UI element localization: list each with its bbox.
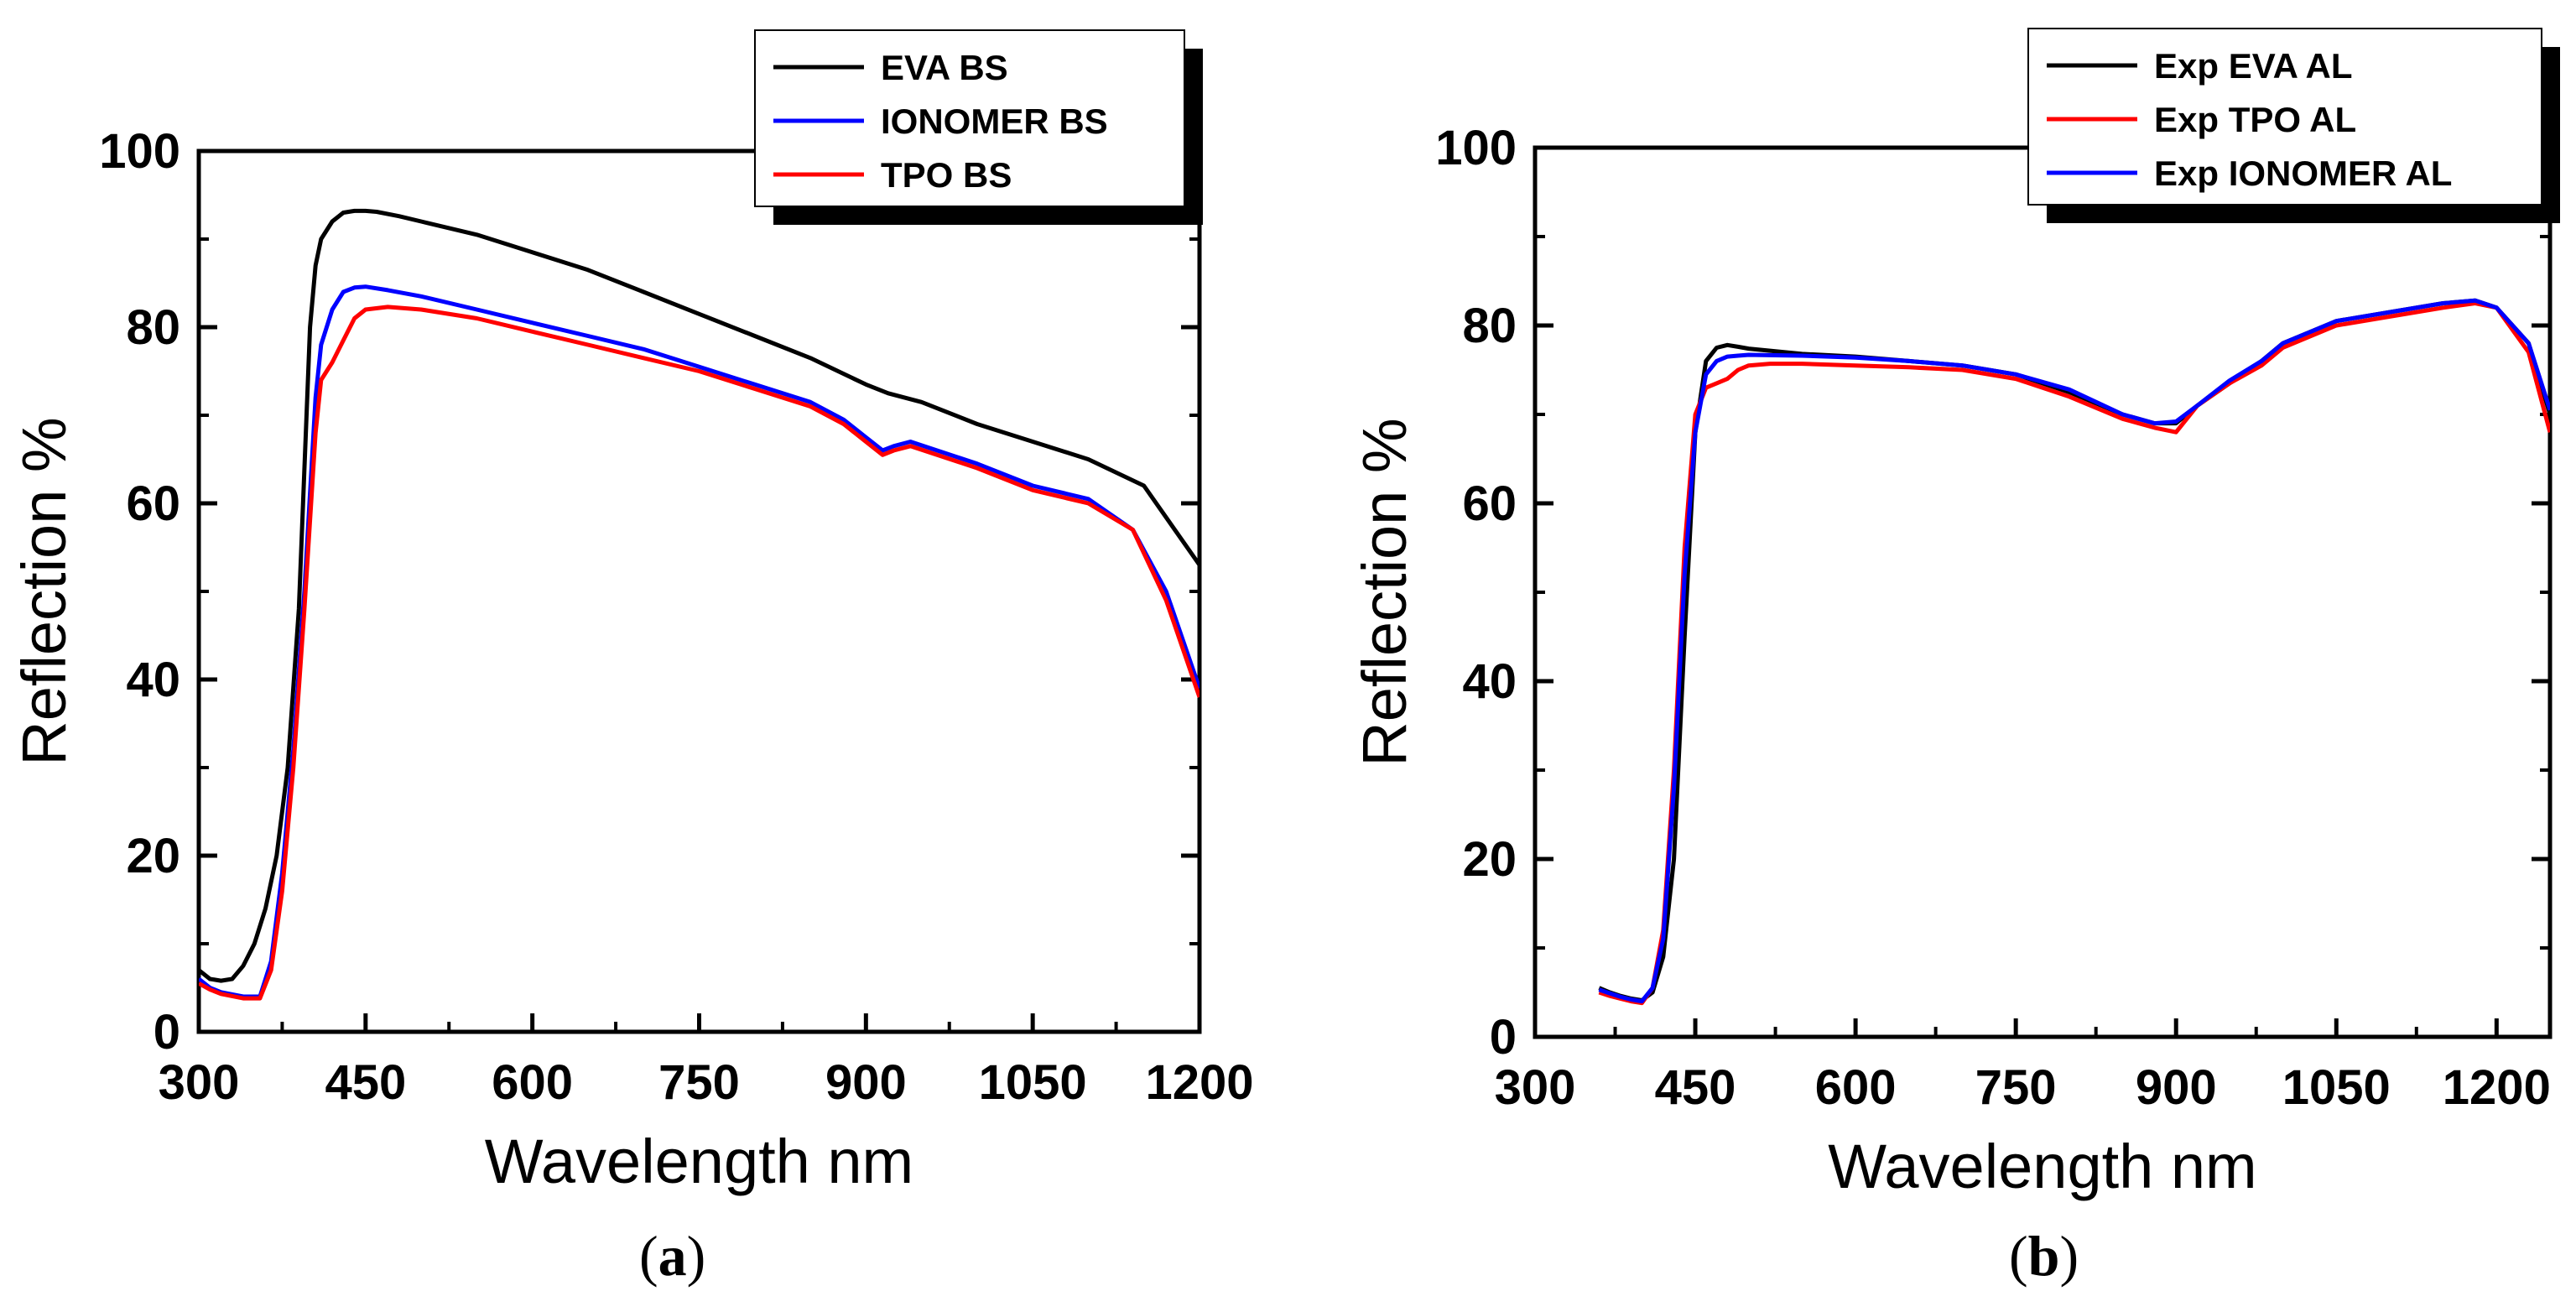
- y-tick-label: 40: [1462, 654, 1517, 709]
- x-tick-label: 600: [1815, 1060, 1897, 1115]
- y-tick-label: 60: [1462, 476, 1517, 531]
- x-tick-label: 1200: [1145, 1055, 1253, 1110]
- plot-frame: [196, 148, 1202, 1034]
- legend-label: Exp IONOMER AL: [2154, 154, 2452, 193]
- x-tick-label: 1200: [2443, 1060, 2551, 1115]
- legend-label: TPO BS: [881, 155, 1012, 195]
- x-tick-label: 300: [159, 1055, 240, 1110]
- x-tick-label: 750: [1975, 1060, 2057, 1115]
- x-axis-label: Wavelength nm: [485, 1127, 913, 1196]
- caption-part: (: [639, 1224, 658, 1288]
- y-tick-label: 100: [1435, 121, 1517, 175]
- x-tick-label: 450: [1655, 1060, 1736, 1115]
- x-tick-label: 900: [2136, 1060, 2217, 1115]
- y-axis-label: Reflection %: [9, 417, 79, 765]
- y-axis-label: Reflection %: [1350, 418, 1419, 766]
- y-tick-label: 0: [154, 1005, 180, 1059]
- legend-label: Exp EVA AL: [2154, 46, 2352, 86]
- y-tick-label: 40: [126, 653, 180, 707]
- y-tick-label: 100: [99, 124, 180, 179]
- legend: EVA BS IONOMER BS TPO BS: [754, 29, 1203, 225]
- y-tick-label: 0: [1490, 1010, 1517, 1065]
- y-tick-label: 80: [1462, 299, 1517, 353]
- series-line: [1598, 298, 2550, 1004]
- x-tick-label: 1050: [979, 1055, 1087, 1110]
- x-tick-label: 750: [658, 1055, 740, 1110]
- x-tick-label: 300: [1495, 1060, 1576, 1115]
- series-line: [199, 305, 1200, 1001]
- y-tick-label: 20: [126, 829, 180, 883]
- caption-part: ): [2059, 1224, 2079, 1288]
- legend: Exp EVA AL Exp TPO AL Exp IONOMER AL: [2027, 28, 2560, 223]
- legend-box: [754, 29, 1185, 207]
- x-tick-label: 1050: [2282, 1060, 2391, 1115]
- caption-part: ): [687, 1224, 706, 1288]
- legend-label: EVA BS: [881, 48, 1008, 87]
- x-tick-label: 450: [325, 1055, 406, 1110]
- chart-panel-b: 300 450 600 750 900 1050 1200 0 20 40 60 80 100 Wavel…: [1350, 28, 2560, 1288]
- y-tick-label: 80: [126, 300, 180, 355]
- y-tick-label: 60: [126, 476, 180, 531]
- series-line: [1598, 301, 2550, 1006]
- caption-part: a: [658, 1224, 687, 1288]
- x-tick-label: 900: [825, 1055, 907, 1110]
- series-line: [199, 208, 1200, 983]
- chart-panel-a: 300 450 600 750 900 1050 1200 0 20 40 60 80 100 Wavel…: [9, 29, 1254, 1288]
- panel-caption: (a): [639, 1224, 705, 1288]
- legend-box: [2027, 28, 2542, 206]
- x-axis-label: Wavelength nm: [1828, 1132, 2256, 1201]
- legend-label: Exp TPO AL: [2154, 100, 2356, 139]
- caption-part: b: [2028, 1224, 2060, 1288]
- series-line: [1598, 298, 2550, 1002]
- x-tick-label: 600: [492, 1055, 573, 1110]
- panel-caption: (b): [2009, 1224, 2079, 1288]
- series-line: [199, 284, 1200, 999]
- caption-part: (: [2009, 1224, 2028, 1288]
- y-tick-label: 20: [1462, 832, 1517, 887]
- legend-label: IONOMER BS: [881, 102, 1108, 141]
